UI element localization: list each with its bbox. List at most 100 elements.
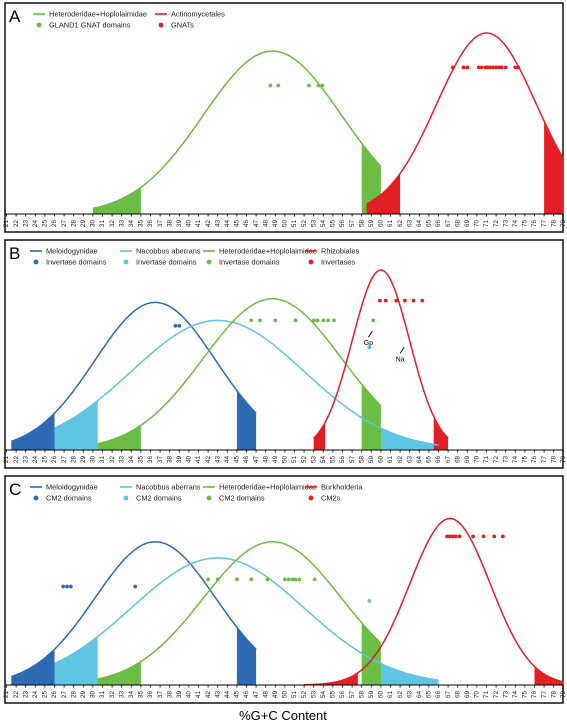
x-tick-label: 72 — [493, 456, 500, 464]
x-tick-label: 50 — [282, 456, 289, 464]
data-point — [500, 534, 505, 539]
x-tick-label: 69 — [464, 691, 471, 699]
x-tick-label: 40 — [186, 220, 193, 228]
curve-tail-area — [361, 143, 381, 214]
legend-swatch-dot — [308, 259, 314, 265]
x-tick-label: 35 — [138, 456, 145, 464]
x-tick-label: 29 — [80, 456, 87, 464]
x-tick-label: 72 — [493, 220, 500, 228]
x-tick-label: 25 — [42, 691, 49, 699]
legend-swatch-dot — [33, 495, 39, 501]
data-point — [293, 577, 298, 582]
data-point — [492, 534, 497, 539]
x-tick-label: 53 — [310, 220, 317, 228]
x-tick-label: 50 — [282, 691, 289, 699]
x-tick-label: 69 — [464, 456, 471, 464]
x-tick-label: 50 — [282, 220, 289, 228]
x-tick-label: 64 — [416, 456, 423, 464]
x-tick-label: 59 — [368, 691, 375, 699]
x-tick-label: 35 — [138, 691, 145, 699]
x-tick-label: 47 — [253, 691, 260, 699]
x-tick-label: 73 — [502, 456, 509, 464]
x-tick-label: 21 — [3, 456, 10, 464]
curve-tail-area — [361, 622, 381, 685]
x-tick-label: 55 — [330, 691, 337, 699]
data-point — [65, 584, 69, 589]
x-tick-label: 49 — [272, 456, 279, 464]
x-tick-label: 32 — [109, 456, 116, 464]
legend-swatch-dot — [33, 259, 39, 265]
data-point — [312, 577, 317, 582]
x-tick-label: 54 — [320, 456, 327, 464]
curve-tail-area — [304, 672, 358, 685]
x-tick-label: 48 — [262, 691, 269, 699]
x-tick-label: 60 — [378, 456, 385, 464]
data-point — [476, 65, 481, 70]
x-tick-label: 78 — [550, 220, 557, 228]
data-point — [485, 65, 490, 70]
data-point — [258, 318, 262, 323]
x-tick-label: 41 — [195, 220, 202, 228]
x-tick-label: 46 — [243, 691, 250, 699]
x-tick-label: 52 — [301, 220, 308, 228]
data-point — [411, 298, 416, 303]
x-axis-title: %G+C Content — [239, 708, 327, 723]
legend-label: CM2 domains — [219, 494, 265, 503]
x-tick-label: 77 — [541, 691, 548, 699]
x-tick-label: 57 — [349, 691, 356, 699]
x-tick-label: 64 — [416, 691, 423, 699]
legend-swatch-dot — [308, 495, 314, 501]
x-tick-label: 69 — [464, 220, 471, 228]
x-tick-label: 57 — [349, 456, 356, 464]
legend-swatch-dot — [206, 495, 212, 501]
data-point — [497, 65, 501, 70]
legend-label: Heteroderidae+Hoplolaimidae — [219, 483, 317, 492]
x-tick-label: 31 — [99, 456, 106, 464]
curve-tail-area — [366, 173, 401, 214]
x-tick-label: 55 — [330, 220, 337, 228]
data-point — [479, 65, 484, 70]
x-tick-label: 44 — [224, 220, 231, 228]
data-point — [290, 577, 295, 582]
x-tick-label: 68 — [454, 456, 461, 464]
x-tick-label: 32 — [109, 691, 116, 699]
data-point — [297, 577, 302, 582]
data-point — [503, 65, 508, 70]
x-tick-label: 51 — [291, 691, 298, 699]
curve-tail-area — [361, 384, 381, 450]
x-tick-label: 66 — [435, 220, 442, 228]
x-tick-label: 49 — [272, 691, 279, 699]
x-tick-label: 68 — [454, 220, 461, 228]
legend-label: CM2 domains — [136, 494, 182, 503]
x-tick-label: 71 — [483, 220, 490, 228]
x-tick-label: 51 — [291, 220, 298, 228]
data-point — [206, 577, 211, 582]
panel-b: B Meloidogynidae Nacobbus aberrans Heterode… — [3, 239, 567, 469]
distribution-curve — [11, 541, 257, 678]
data-point — [445, 534, 450, 539]
x-tick-label: 61 — [387, 220, 394, 228]
data-point — [403, 298, 407, 303]
x-tick-label: 25 — [42, 456, 49, 464]
data-point — [249, 318, 254, 323]
x-tick-label: 30 — [90, 456, 97, 464]
curve-tail-area — [313, 422, 326, 450]
x-tick-label: 45 — [234, 691, 241, 699]
data-point — [367, 598, 372, 603]
data-point — [283, 577, 287, 582]
x-tick-label: 55 — [330, 456, 337, 464]
x-tick-label: 75 — [522, 456, 529, 464]
legend-label: GLAND1 GNAT domains — [49, 21, 131, 30]
x-tick-label: 58 — [358, 220, 365, 228]
x-tick-label: 28 — [70, 220, 77, 228]
legend-label: Invertase domains — [136, 258, 197, 267]
x-tick-label: 42 — [205, 456, 212, 464]
x-tick-label: 60 — [378, 691, 385, 699]
x-tick-label: 77 — [541, 456, 548, 464]
x-tick-label: 30 — [90, 691, 97, 699]
x-tick-label: 65 — [426, 456, 433, 464]
data-point — [383, 298, 388, 303]
distribution-curve — [304, 517, 564, 686]
data-point — [378, 298, 382, 303]
